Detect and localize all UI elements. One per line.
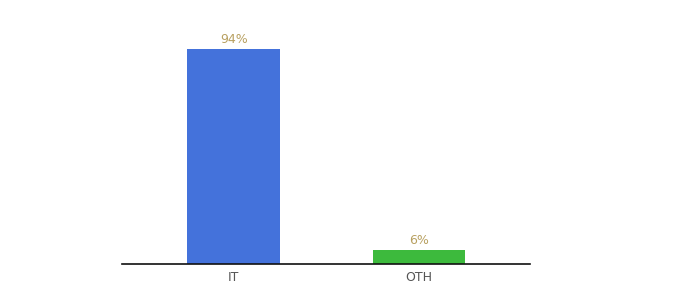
Text: 94%: 94%: [220, 33, 248, 46]
Text: 6%: 6%: [409, 234, 429, 247]
Bar: [187, 49, 280, 264]
Bar: [373, 250, 466, 264]
